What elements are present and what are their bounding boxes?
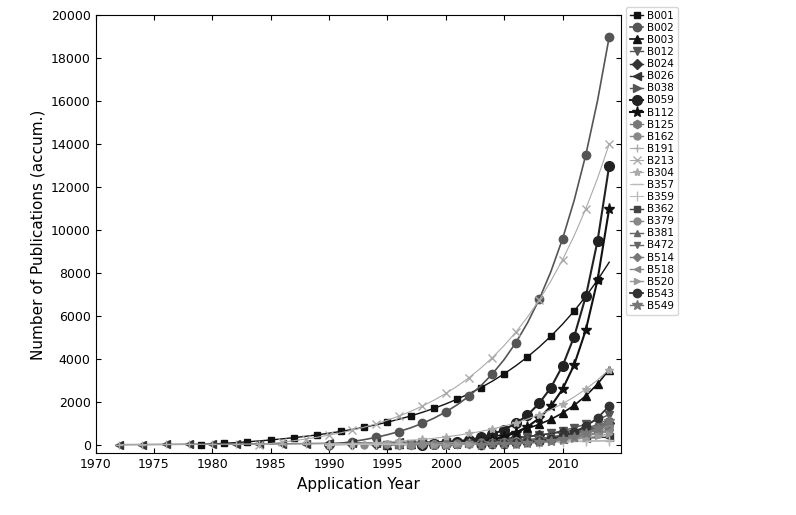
X-axis label: Application Year: Application Year — [297, 476, 419, 492]
Y-axis label: Number of Publications (accum.): Number of Publications (accum.) — [30, 109, 45, 359]
Legend: B001, B002, B003, B012, B024, B026, B038, B059, B112, B125, B162, B191, B213, B3: B001, B002, B003, B012, B024, B026, B038… — [626, 7, 678, 315]
